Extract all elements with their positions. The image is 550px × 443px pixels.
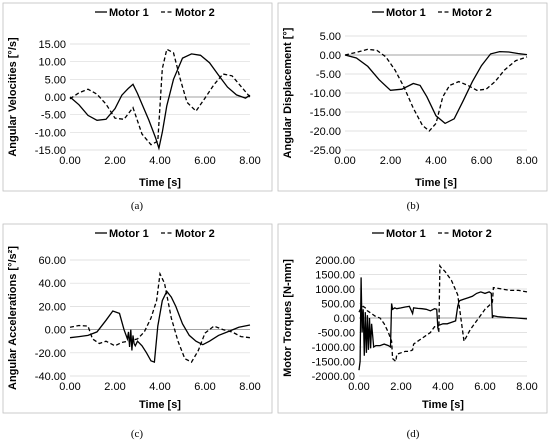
x-tick-label: 2.00 (380, 155, 401, 167)
x-tick-label: 2.00 (104, 381, 125, 393)
series-line-motor-1 (358, 277, 528, 371)
legend: Motor 1 Motor 2 (372, 228, 492, 240)
x-tick-label: 8.00 (516, 155, 537, 167)
legend-label: Motor 1 (386, 228, 426, 240)
y-axis-title: Motor Torques [N-mm] (282, 259, 294, 377)
y-tick-label: -20.00 (310, 126, 341, 138)
panel-d: 2000.00 1500.00 1000.00 500.00 0.00 -500.00 -1… (277, 223, 548, 414)
series-line-motor-1 (69, 53, 251, 151)
y-tick-label: 0.00 (334, 313, 355, 325)
y-tick-label: 1500.00 (315, 270, 355, 282)
legend: Motor 1 Motor 2 (95, 7, 215, 19)
y-tick-label: -15.00 (35, 145, 66, 157)
x-tick-label: 4.00 (149, 381, 170, 393)
panel-caption: (c) (131, 428, 144, 440)
series-line-motor-1 (69, 290, 251, 363)
x-tick-label: 0.00 (348, 381, 369, 393)
y-tick-label: -25.00 (310, 145, 341, 157)
panel-border (2, 223, 273, 414)
y-tick-label: 5.00 (320, 31, 341, 43)
x-tick-label: 4.00 (425, 155, 446, 167)
y-tick-label: -5.00 (41, 110, 66, 122)
x-axis-title: Time [s] (415, 177, 457, 189)
y-tick-label: 0.00 (45, 92, 66, 104)
y-tick-label: -15.00 (310, 107, 341, 119)
x-tick-label: 0.00 (59, 381, 80, 393)
panel-caption: (a) (131, 200, 144, 212)
panel-border (2, 2, 273, 192)
y-tick-label: 2000.00 (315, 255, 355, 267)
series-line-motor-1 (344, 50, 528, 125)
legend-label: Motor 2 (175, 228, 215, 240)
legend: Motor 1 Motor 2 (95, 228, 215, 240)
x-tick-label: 6.00 (194, 381, 215, 393)
y-tick-label: 0.00 (45, 325, 66, 337)
y-axis-title: Angular Velocities [°/s] (7, 37, 19, 157)
y-tick-label: 1000.00 (315, 284, 355, 296)
y-tick-label: -20.00 (35, 348, 66, 360)
y-tick-label: -1000.00 (312, 342, 355, 354)
legend-label: Motor 1 (109, 228, 149, 240)
y-tick-label: -40.00 (35, 371, 66, 383)
y-tick-label: 500.00 (321, 299, 355, 311)
x-tick-label: 0.00 (59, 155, 80, 167)
y-tick-label: 10.00 (38, 57, 66, 69)
panel-caption: (d) (407, 428, 420, 440)
y-tick-label: 60.00 (38, 255, 66, 267)
y-tick-label: 15.00 (38, 39, 66, 51)
legend-label: Motor 2 (452, 7, 492, 19)
x-tick-label: 4.00 (149, 155, 170, 167)
legend-label: Motor 2 (452, 228, 492, 240)
y-tick-label: -10.00 (35, 127, 66, 139)
legend: Motor 1 Motor 2 (372, 7, 492, 19)
y-tick-label: 20.00 (38, 301, 66, 313)
y-tick-label: -500.00 (318, 328, 355, 340)
series-line-motor-2 (358, 263, 528, 363)
x-tick-label: 6.00 (194, 155, 215, 167)
y-tick-label: -1500.00 (312, 357, 355, 369)
x-axis-title: Time [s] (139, 177, 181, 189)
series-line-motor-2 (344, 48, 528, 132)
x-tick-label: 8.00 (239, 381, 260, 393)
series-line-motor-2 (69, 271, 251, 363)
y-axis-title: Angular Accelerations [°/s²] (7, 246, 19, 390)
y-tick-label: -5.00 (316, 69, 341, 81)
x-axis-title: Time [s] (422, 399, 464, 411)
panel-border (277, 2, 548, 192)
y-tick-label: 5.00 (45, 74, 66, 86)
y-tick-label: -10.00 (310, 88, 341, 100)
x-tick-label: 0.00 (334, 155, 355, 167)
x-tick-label: 2.00 (104, 155, 125, 167)
y-tick-label: 40.00 (38, 278, 66, 290)
legend-label: Motor 1 (386, 7, 426, 19)
legend-label: Motor 1 (109, 7, 149, 19)
y-tick-label: 0.00 (320, 50, 341, 62)
series-line-motor-2 (69, 48, 251, 146)
x-tick-label: 6.00 (474, 381, 495, 393)
x-tick-label: 4.00 (432, 381, 453, 393)
y-tick-label: -2000.00 (312, 371, 355, 383)
panel-b: 5.000.00-5.00-10.00-15.00-20.00-25.000.0… (277, 2, 548, 192)
x-tick-label: 8.00 (239, 155, 260, 167)
y-axis-title: Angular Displacement [°] (282, 27, 294, 158)
x-tick-label: 6.00 (471, 155, 492, 167)
panel-caption: (b) (407, 200, 420, 212)
x-tick-label: 2.00 (390, 381, 411, 393)
x-axis-title: Time [s] (139, 399, 181, 411)
panel-border (277, 223, 548, 414)
legend-label: Motor 2 (175, 7, 215, 19)
x-tick-label: 8.00 (516, 381, 537, 393)
